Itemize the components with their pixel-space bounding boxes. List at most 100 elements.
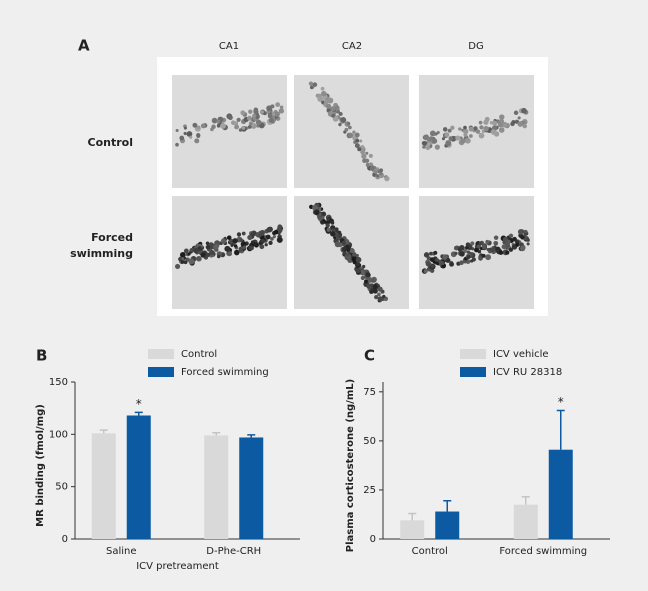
- cell: [513, 110, 519, 116]
- cell: [264, 243, 268, 247]
- cell: [517, 121, 524, 127]
- row-label: Forced swimming: [70, 231, 133, 260]
- x-tick-label: Control: [412, 546, 448, 557]
- cell: [188, 258, 195, 265]
- cell: [175, 142, 179, 147]
- cell: [194, 138, 200, 144]
- cell: [179, 251, 186, 258]
- cell: [200, 123, 206, 129]
- micrograph: [172, 75, 287, 188]
- cell: [526, 242, 530, 246]
- cell: [442, 254, 448, 260]
- cell: [249, 245, 254, 251]
- error-bar: [99, 429, 108, 434]
- cell: [313, 209, 320, 216]
- cell: [447, 128, 452, 133]
- bar: [204, 435, 229, 539]
- cell: [421, 140, 427, 146]
- cell: [270, 237, 274, 241]
- panel-label: C: [364, 347, 375, 365]
- cell: [239, 238, 244, 242]
- cell: [493, 235, 499, 240]
- cell: [354, 143, 360, 149]
- cell: [216, 123, 221, 128]
- cell: [366, 277, 373, 283]
- cell: [423, 134, 430, 141]
- y-axis-label: Plasma corticosterone (ng/mL): [345, 379, 356, 552]
- cell: [175, 263, 181, 269]
- cell: [186, 131, 193, 137]
- cell: [320, 220, 325, 225]
- cell: [338, 122, 342, 127]
- bar: [400, 520, 425, 539]
- cell: [453, 245, 459, 251]
- cell: [260, 110, 264, 114]
- cell: [261, 238, 265, 243]
- cell: [179, 135, 185, 141]
- cell: [279, 105, 284, 109]
- y-tick-label: 50: [363, 436, 376, 447]
- cell: [371, 279, 375, 283]
- cell: [512, 236, 517, 242]
- cell: [478, 132, 485, 139]
- cell: [355, 267, 361, 274]
- cell: [238, 246, 244, 252]
- cell: [347, 122, 351, 126]
- cell: [192, 122, 198, 128]
- cell: [200, 252, 206, 258]
- legend-label: ICV vehicle: [493, 349, 549, 360]
- cell: [470, 241, 475, 246]
- cell: [266, 226, 273, 233]
- cell: [196, 133, 201, 138]
- cell: [345, 244, 349, 249]
- cell: [205, 241, 210, 246]
- cell: [455, 135, 461, 141]
- cell: [232, 238, 238, 244]
- micrographs: [172, 75, 534, 309]
- cell: [470, 259, 474, 263]
- annotation: *: [136, 397, 142, 411]
- cell: [365, 151, 369, 155]
- cell: [492, 120, 498, 126]
- legend-label: ICV RU 28318: [493, 367, 562, 378]
- cell: [365, 272, 371, 278]
- cell: [211, 117, 218, 124]
- error-bar: [212, 432, 221, 436]
- cell: [238, 128, 243, 132]
- cell: [346, 252, 350, 256]
- cell: [265, 234, 271, 240]
- cell: [216, 254, 221, 259]
- cell: [473, 247, 479, 253]
- cell: [448, 136, 454, 141]
- y-tick-label: 0: [370, 534, 376, 545]
- cell: [355, 132, 360, 138]
- cell: [330, 231, 336, 237]
- panel-label: A: [78, 37, 90, 55]
- y-tick-label: 150: [49, 377, 68, 388]
- cell: [178, 256, 183, 261]
- cell: [374, 295, 379, 300]
- cell: [501, 244, 507, 250]
- cell: [425, 261, 431, 267]
- cell: [493, 240, 499, 246]
- bar: [435, 511, 460, 539]
- column-label: DG: [468, 41, 483, 52]
- cell: [373, 169, 378, 174]
- cell: [360, 149, 366, 155]
- cell: [458, 127, 462, 131]
- cell: [183, 126, 187, 130]
- cell: [308, 81, 314, 86]
- cell: [431, 138, 438, 144]
- cell: [183, 131, 187, 136]
- cell: [377, 286, 383, 292]
- cell: [355, 256, 362, 263]
- cell: [365, 162, 370, 168]
- cell: [230, 243, 234, 247]
- cell: [330, 221, 335, 225]
- cell: [278, 108, 285, 114]
- cell: [220, 123, 226, 129]
- error-bar: [443, 499, 452, 512]
- cell: [473, 126, 478, 131]
- cell: [426, 143, 431, 147]
- cell: [454, 251, 458, 256]
